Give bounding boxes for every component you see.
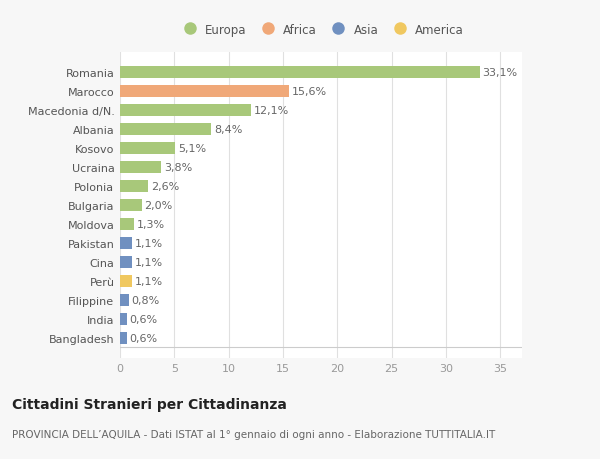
Text: 0,8%: 0,8% [131, 295, 160, 305]
Text: 15,6%: 15,6% [292, 87, 328, 97]
Bar [120, 256, 132, 269]
Text: 12,1%: 12,1% [254, 106, 289, 116]
Text: 8,4%: 8,4% [214, 125, 242, 134]
Text: 1,3%: 1,3% [137, 219, 165, 230]
Bar [120, 332, 127, 344]
Text: 33,1%: 33,1% [482, 68, 517, 78]
Bar [120, 237, 132, 249]
Text: 5,1%: 5,1% [178, 144, 206, 154]
Bar [120, 123, 211, 136]
Bar [120, 199, 142, 212]
Text: 1,1%: 1,1% [134, 238, 163, 248]
Bar [120, 180, 148, 193]
Bar [120, 162, 161, 174]
Bar [120, 67, 479, 79]
Bar [120, 142, 175, 155]
Text: PROVINCIA DELL’AQUILA - Dati ISTAT al 1° gennaio di ogni anno - Elaborazione TUT: PROVINCIA DELL’AQUILA - Dati ISTAT al 1°… [12, 429, 495, 439]
Text: 2,0%: 2,0% [145, 201, 173, 210]
Legend: Europa, Africa, Asia, America: Europa, Africa, Asia, America [178, 23, 464, 37]
Text: 3,8%: 3,8% [164, 162, 192, 173]
Text: 1,1%: 1,1% [134, 276, 163, 286]
Bar [120, 313, 127, 325]
Text: 2,6%: 2,6% [151, 181, 179, 191]
Text: 0,6%: 0,6% [129, 333, 157, 343]
Bar [120, 105, 251, 117]
Bar [120, 275, 132, 287]
Text: 1,1%: 1,1% [134, 257, 163, 267]
Bar [120, 294, 128, 306]
Text: 0,6%: 0,6% [129, 314, 157, 324]
Bar [120, 85, 289, 98]
Text: Cittadini Stranieri per Cittadinanza: Cittadini Stranieri per Cittadinanza [12, 397, 287, 411]
Bar [120, 218, 134, 230]
